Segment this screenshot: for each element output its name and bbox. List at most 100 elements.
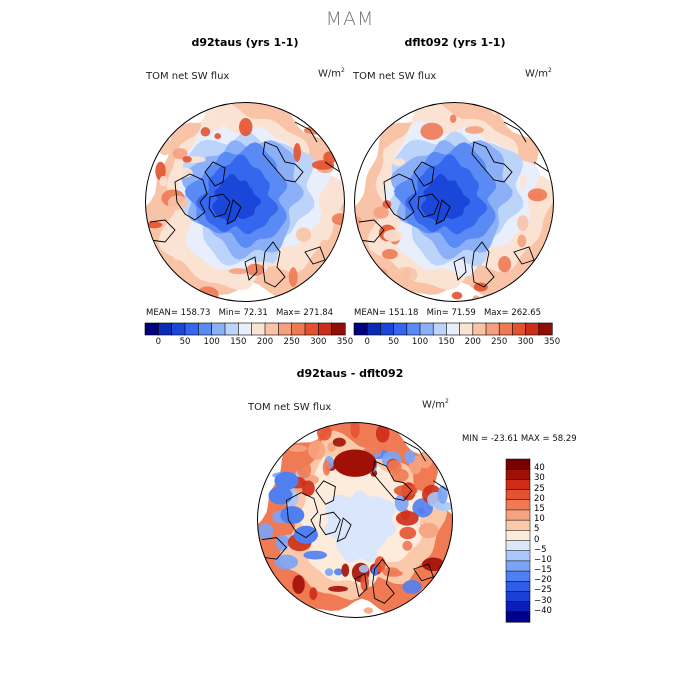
map3-patch bbox=[309, 587, 318, 600]
colorbar-swatch bbox=[485, 322, 500, 336]
colorbar-swatch bbox=[538, 322, 553, 336]
colorbar-swatch bbox=[184, 322, 199, 336]
map3-patch bbox=[341, 563, 350, 577]
map1-patch bbox=[200, 127, 211, 137]
figure-title: MAM bbox=[325, 8, 375, 30]
colorbar-swatch bbox=[432, 322, 447, 336]
map2-patch bbox=[450, 114, 457, 123]
colorbar-swatch bbox=[505, 519, 531, 531]
colorbar-swatch bbox=[304, 322, 319, 336]
colorbar-swatch bbox=[144, 322, 159, 336]
panel1-colorbar bbox=[144, 322, 346, 336]
panel2-colorbar bbox=[353, 322, 553, 336]
colorbar-swatch bbox=[380, 322, 395, 336]
colorbar-tick-label: 50 bbox=[388, 337, 399, 347]
map3-patch bbox=[437, 485, 448, 504]
map1-patch bbox=[172, 167, 193, 178]
map1-patch bbox=[196, 286, 219, 302]
panel1-title: d92taus (yrs 1-1) bbox=[191, 36, 299, 49]
map1-patch bbox=[294, 102, 307, 111]
panel2-max-label: Max= bbox=[483, 308, 509, 318]
map1-patch bbox=[239, 118, 253, 137]
map2-patch bbox=[451, 291, 463, 300]
colorbar-swatch bbox=[505, 560, 531, 572]
map1-patch bbox=[145, 221, 163, 229]
colorbar-swatch bbox=[498, 322, 513, 336]
panel2-min: 71.59 bbox=[451, 308, 476, 318]
panel3-min: -23.61 bbox=[490, 434, 519, 444]
map3-patch bbox=[297, 461, 312, 479]
map3-patch bbox=[274, 554, 299, 570]
map3-patch bbox=[328, 585, 349, 592]
colorbar-tick-label: 0 bbox=[364, 337, 370, 347]
colorbar-tick-label: 300 bbox=[310, 337, 327, 347]
colorbar-swatch bbox=[459, 322, 474, 336]
colorbar-swatch bbox=[406, 322, 421, 336]
map2-patch bbox=[464, 126, 484, 134]
colorbar-swatch bbox=[505, 540, 531, 552]
colorbar-tick-label: 250 bbox=[491, 337, 508, 347]
colorbar-swatch bbox=[198, 322, 213, 336]
colorbar-tick-label: 20 bbox=[534, 493, 545, 504]
map1-coastlines bbox=[149, 121, 341, 288]
colorbar-swatch bbox=[512, 322, 527, 336]
map2-patch bbox=[501, 102, 514, 110]
panel3-title: d92taus - dflt092 bbox=[296, 367, 404, 380]
map1-patch bbox=[171, 246, 187, 261]
colorbar-swatch bbox=[505, 601, 531, 613]
panel1-map bbox=[145, 102, 345, 302]
colorbar-swatch bbox=[505, 458, 531, 470]
colorbar-swatch bbox=[505, 489, 531, 501]
panel1-min-label: Min= bbox=[218, 308, 241, 318]
map3-patch bbox=[404, 450, 416, 464]
colorbar-tick-label: 350 bbox=[336, 337, 354, 347]
map3-max-region bbox=[333, 449, 377, 477]
map3-patch bbox=[399, 526, 417, 540]
map2-patch bbox=[517, 215, 529, 231]
map1-outline bbox=[145, 102, 345, 302]
map1-patch bbox=[319, 239, 331, 251]
map3-patch bbox=[363, 607, 374, 614]
map1-contour-band bbox=[212, 174, 262, 224]
map3-negative-region bbox=[280, 506, 305, 525]
panel1-max: 271.84 bbox=[303, 308, 334, 318]
map3-patch bbox=[334, 568, 343, 576]
colorbar-swatch bbox=[505, 570, 531, 582]
map1-patch bbox=[296, 227, 311, 242]
map3-outline bbox=[257, 422, 453, 618]
panel2-stats: MEAN= 151.18 Min= 71.59 Max= 262.65 bbox=[354, 308, 541, 318]
map3-patch bbox=[322, 460, 331, 476]
panel1-max-label: Max= bbox=[275, 308, 301, 318]
panel2-map bbox=[354, 102, 554, 302]
panel2-variable: TOM net SW flux bbox=[353, 71, 437, 82]
map1-patch bbox=[217, 102, 239, 104]
colorbar-swatch bbox=[291, 322, 306, 336]
map2-patch bbox=[506, 286, 517, 302]
map1-patch bbox=[331, 213, 345, 225]
map2-patch bbox=[531, 272, 547, 279]
map3-contour-band bbox=[324, 490, 397, 563]
map1-patch bbox=[172, 148, 188, 160]
colorbar-tick-label: −20 bbox=[534, 575, 552, 586]
map2-outline bbox=[354, 102, 554, 302]
map3-patch bbox=[402, 580, 422, 594]
colorbar-swatch bbox=[472, 322, 487, 336]
colorbar-tick-label: 200 bbox=[256, 337, 274, 347]
panel3-stats: MIN = -23.61 MAX = 58.29 bbox=[462, 434, 577, 444]
map3-patch bbox=[287, 445, 308, 452]
panel1-units: W/m2 bbox=[318, 67, 345, 80]
colorbar-tick-label: 150 bbox=[230, 337, 247, 347]
colorbar-swatch bbox=[505, 509, 531, 521]
map3-patch bbox=[275, 534, 290, 551]
map3-patch bbox=[417, 507, 425, 515]
map2-patch bbox=[561, 184, 569, 204]
panel3-colorbar-ticks: 40 30 25 20 15 10 5 0 −5 −10 −15 −20 −25 −30 −40 bbox=[534, 459, 574, 622]
colorbar-tick-label: −40 bbox=[534, 605, 552, 616]
map1-patch bbox=[123, 213, 144, 227]
map3-patch bbox=[358, 565, 369, 573]
panel3-max: 58.29 bbox=[552, 434, 577, 444]
map1-patch bbox=[158, 136, 172, 156]
colorbar-swatch bbox=[251, 322, 266, 336]
panel2-mean: 151.18 bbox=[388, 308, 419, 318]
map3-patch bbox=[327, 442, 336, 452]
